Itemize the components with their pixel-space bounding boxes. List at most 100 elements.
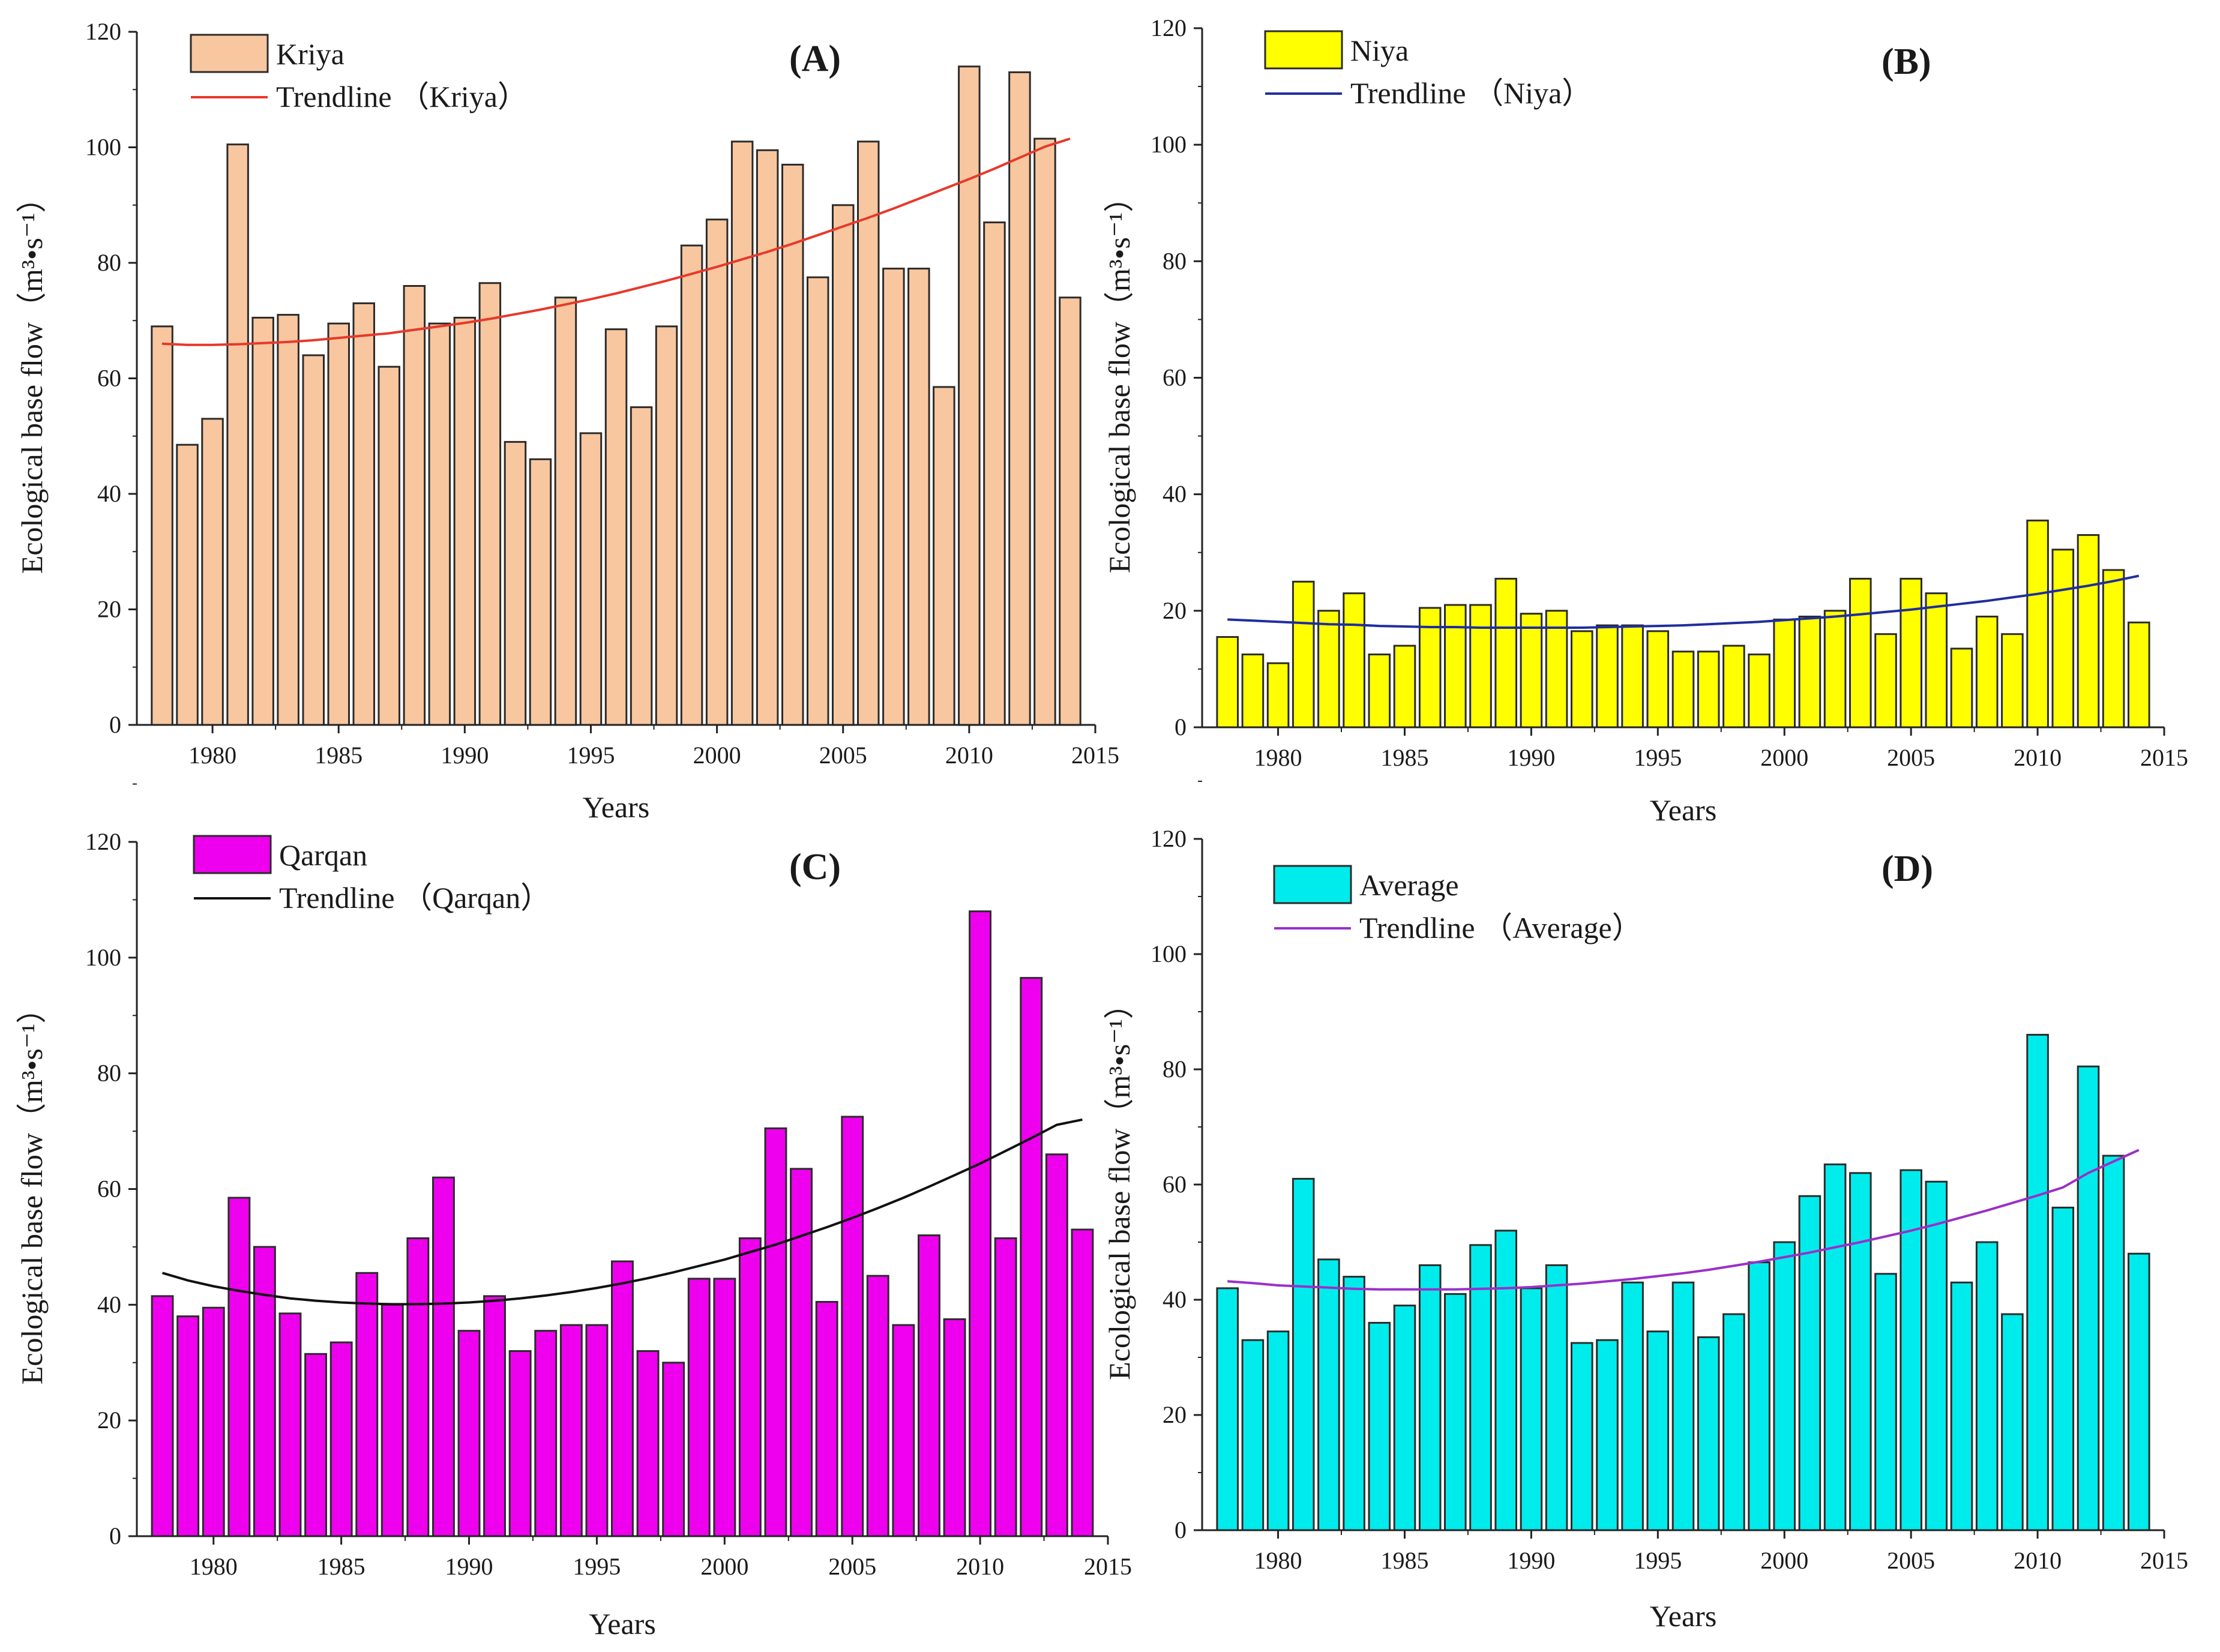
bar-1980 bbox=[202, 1306, 225, 1537]
x-tick-label: 1995 bbox=[1634, 1547, 1682, 1574]
x-axis-title: Years bbox=[589, 1607, 656, 1641]
panel-tag: (A) bbox=[789, 38, 841, 79]
bar-1989 bbox=[432, 1176, 455, 1537]
x-tick-label: 2015 bbox=[1071, 742, 1119, 769]
bar-2013 bbox=[2102, 569, 2125, 728]
bar-1982 bbox=[253, 1246, 276, 1537]
bar-2010 bbox=[2026, 1033, 2049, 1531]
bar-2011 bbox=[983, 221, 1006, 726]
bar-1984 bbox=[1368, 1321, 1391, 1531]
x-tick-label: 1980 bbox=[1254, 1547, 1302, 1574]
x-tick-label: 2000 bbox=[1760, 1547, 1808, 1574]
y-tick-label: 40 bbox=[97, 1291, 121, 1318]
y-axis-title: Ecological base flow（m³•s⁻¹） bbox=[1102, 182, 1136, 574]
bar-2012 bbox=[1020, 977, 1043, 1537]
bar-1982 bbox=[251, 316, 274, 726]
y-tick-label: 0 bbox=[1175, 1516, 1187, 1543]
bar-2007 bbox=[1950, 647, 1973, 728]
y-axis-title: Ecological base flow（m³•s⁻¹） bbox=[1102, 989, 1136, 1380]
panel-tag: (B) bbox=[1882, 41, 1931, 82]
bar-2008 bbox=[1975, 616, 1999, 728]
bar-1983 bbox=[1343, 1276, 1365, 1531]
x-tick-label: 2015 bbox=[2140, 1547, 2188, 1574]
x-tick-label: 1995 bbox=[573, 1553, 621, 1580]
bar-1998 bbox=[1722, 1313, 1745, 1531]
y-tick-label: 100 bbox=[85, 134, 121, 161]
bar-2014 bbox=[1059, 296, 1081, 726]
x-tick-label: 1995 bbox=[567, 742, 615, 769]
bar-1995 bbox=[579, 432, 603, 726]
bar-2006 bbox=[857, 140, 880, 726]
bar-1981 bbox=[1292, 580, 1315, 728]
bar-2005 bbox=[841, 1116, 864, 1537]
bar-1996 bbox=[611, 1260, 634, 1537]
bar-2004 bbox=[815, 1301, 838, 1537]
x-tick-label: 1980 bbox=[1254, 744, 1302, 771]
y-tick-label: 0 bbox=[109, 711, 121, 738]
bar-1986 bbox=[352, 302, 375, 726]
bar-2000 bbox=[705, 218, 729, 726]
bar-2004 bbox=[807, 276, 829, 726]
bar-2005 bbox=[1900, 577, 1922, 728]
bar-2001 bbox=[1798, 616, 1821, 728]
panel-tag: (C) bbox=[789, 847, 841, 888]
x-tick-label: 2005 bbox=[819, 742, 867, 769]
bar-1998 bbox=[655, 325, 678, 726]
bar-1982 bbox=[1317, 610, 1340, 728]
bar-1979 bbox=[1241, 653, 1265, 728]
bar-1994 bbox=[1621, 624, 1644, 728]
trendline bbox=[1227, 1149, 2140, 1291]
bar-1987 bbox=[1444, 1293, 1467, 1531]
bar-2013 bbox=[1045, 1153, 1068, 1537]
bar-1979 bbox=[176, 443, 199, 726]
y-tick-label: 20 bbox=[97, 596, 121, 623]
bar-2004 bbox=[1874, 633, 1897, 728]
x-tick-label: 1985 bbox=[317, 1553, 365, 1580]
bar-2010 bbox=[969, 910, 991, 1537]
bar-2003 bbox=[790, 1168, 813, 1537]
bar-2003 bbox=[1849, 1172, 1872, 1531]
bar-2009 bbox=[943, 1318, 966, 1537]
bar-1983 bbox=[1343, 592, 1365, 728]
legend-label-trend: Trendline （Niya） bbox=[1350, 76, 1592, 110]
bar-1988 bbox=[1469, 1244, 1492, 1531]
y-tick-label: 20 bbox=[1163, 597, 1187, 624]
bar-1993 bbox=[534, 1330, 558, 1537]
bar-1999 bbox=[1748, 1261, 1770, 1531]
bar-1988 bbox=[403, 285, 426, 726]
legend-swatch-bar bbox=[1264, 30, 1343, 70]
bar-2006 bbox=[1925, 1180, 1948, 1531]
trendline bbox=[162, 1118, 1083, 1306]
bar-2001 bbox=[1798, 1195, 1821, 1531]
bar-1980 bbox=[1266, 1330, 1290, 1531]
y-tick-label: 100 bbox=[1151, 131, 1187, 158]
bar-2000 bbox=[1773, 618, 1796, 728]
trendline bbox=[161, 137, 1071, 346]
x-tick-label: 1995 bbox=[1634, 744, 1682, 771]
x-tick-label: 2010 bbox=[2014, 744, 2062, 771]
x-tick-label: 2015 bbox=[1084, 1553, 1132, 1580]
bar-1981 bbox=[227, 1197, 251, 1537]
bar-1991 bbox=[478, 282, 502, 726]
panel-a-kriya: 0 20 40 60 80 100 120 1980 1985 1990 1995 2000 2005 2… bbox=[15, 18, 1119, 824]
bar-1985 bbox=[1393, 1305, 1416, 1531]
legend-label-trend: Trendline （Qarqan） bbox=[279, 881, 550, 915]
bar-1978 bbox=[151, 1295, 174, 1537]
legend-swatch-bar bbox=[193, 835, 272, 874]
bar-1995 bbox=[1646, 630, 1670, 728]
x-tick-label: 1980 bbox=[190, 1553, 238, 1580]
x-tick-label: 2005 bbox=[1887, 744, 1935, 771]
bar-2014 bbox=[1071, 1228, 1094, 1537]
y-tick-label: 80 bbox=[97, 249, 121, 276]
bar-1996 bbox=[1671, 1281, 1695, 1531]
bar-1989 bbox=[1494, 577, 1517, 728]
bar-1983 bbox=[278, 1312, 302, 1537]
bar-2008 bbox=[918, 1234, 940, 1537]
bar-1988 bbox=[406, 1237, 430, 1537]
bar-1984 bbox=[304, 1353, 328, 1537]
y-tick-label: 80 bbox=[97, 1060, 121, 1087]
bar-2001 bbox=[738, 1237, 762, 1537]
bar-1998 bbox=[662, 1362, 685, 1537]
x-tick-label: 2000 bbox=[700, 1553, 748, 1580]
